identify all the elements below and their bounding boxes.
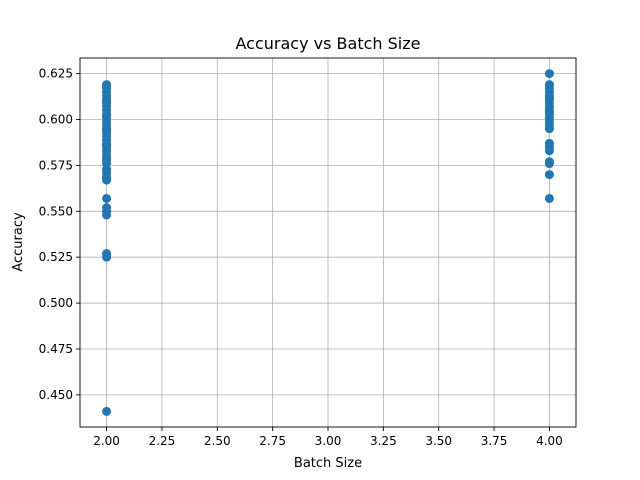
x-tick-label: 3.00	[315, 434, 342, 448]
data-point	[102, 173, 112, 183]
data-point	[102, 140, 112, 150]
x-tick-label: 3.25	[370, 434, 397, 448]
x-tick-label: 2.00	[93, 434, 120, 448]
data-point	[102, 252, 112, 262]
data-point	[544, 124, 554, 134]
y-axis-label: Accuracy	[11, 212, 26, 272]
data-point	[102, 126, 112, 136]
y-tick-label: 0.600	[39, 113, 73, 127]
data-point	[544, 107, 554, 117]
data-point	[544, 170, 554, 180]
x-tick-label: 3.50	[425, 434, 452, 448]
data-point	[544, 193, 554, 203]
x-tick-label: 4.00	[536, 434, 563, 448]
x-tick-label: 3.75	[481, 434, 508, 448]
y-tick-label: 0.550	[39, 204, 73, 218]
y-tick-label: 0.575	[39, 158, 73, 172]
y-tick-label: 0.525	[39, 250, 73, 264]
data-point	[102, 193, 112, 203]
grid-lines	[80, 58, 576, 427]
y-tick-label: 0.475	[39, 342, 73, 356]
y-tick-label: 0.625	[39, 67, 73, 81]
data-point	[544, 159, 554, 169]
data-point	[544, 92, 554, 102]
data-point	[102, 81, 112, 91]
x-tick-label: 2.25	[149, 434, 176, 448]
x-tick-label: 2.75	[259, 434, 286, 448]
data-point	[544, 69, 554, 79]
data-point	[544, 146, 554, 156]
chart-title: Accuracy vs Batch Size	[236, 34, 421, 53]
x-tick-label: 2.50	[204, 434, 231, 448]
data-point	[102, 210, 112, 220]
y-tick-label: 0.500	[39, 296, 73, 310]
data-point	[102, 155, 112, 165]
x-axis-label: Batch Size	[294, 456, 362, 471]
data-point	[102, 96, 112, 106]
data-points	[102, 69, 554, 416]
data-point	[102, 111, 112, 121]
data-point	[102, 406, 112, 416]
axis-ticks: 2.00 2.25 2.50 2.75 3.00 3.25 3.50 3.75 4.00 0.45…	[39, 67, 563, 448]
y-tick-label: 0.450	[39, 388, 73, 402]
